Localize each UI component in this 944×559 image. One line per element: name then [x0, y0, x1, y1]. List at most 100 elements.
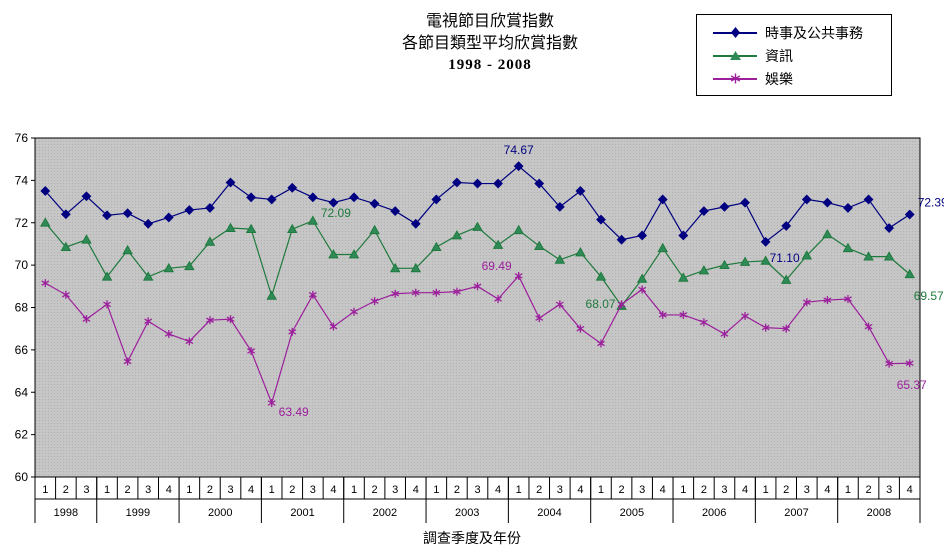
x-axis-year-label: 1998: [54, 507, 78, 519]
data-point-marker: [142, 271, 154, 281]
data-point-marker: [472, 178, 483, 189]
data-value-label: 72.39: [918, 195, 944, 209]
data-point-marker: [513, 161, 524, 172]
data-point-marker: [513, 224, 524, 235]
y-axis-tick-label: 70: [15, 258, 29, 272]
x-axis-quarter-label: 3: [721, 484, 727, 496]
data-point-marker: [575, 246, 586, 257]
x-axis-quarter-label: 2: [125, 484, 131, 496]
data-point-marker: [163, 262, 175, 273]
y-axis-tick-label: 68: [15, 301, 29, 315]
chart-title-year-range: 1998 - 2008: [448, 57, 532, 73]
x-axis-quarter-label: 3: [886, 484, 892, 496]
data-point-marker: [616, 234, 627, 245]
x-axis-quarter-label: 1: [845, 484, 851, 496]
data-point-marker: [575, 186, 586, 196]
data-value-label: 68.07: [586, 297, 616, 311]
data-point-marker: [245, 223, 257, 234]
data-point-marker: [410, 218, 421, 229]
data-point-marker: [885, 359, 894, 368]
chart-legend: 時事及公共事務 資訊 娛樂: [696, 14, 892, 96]
x-axis-quarter-label: 3: [392, 484, 398, 496]
legend-label-information: 資訊: [765, 48, 793, 65]
legend-marker-asterisk-icon: [713, 72, 757, 86]
data-point-marker: [61, 290, 70, 299]
data-point-marker: [658, 310, 667, 319]
data-point-marker: [780, 274, 792, 284]
x-axis-quarter-label: 1: [42, 484, 48, 496]
x-axis-year-label: 2002: [373, 507, 397, 519]
legend-marker-triangle-icon: [713, 49, 757, 63]
data-point-marker: [103, 300, 111, 309]
data-point-marker: [494, 295, 503, 304]
data-point-marker: [225, 222, 236, 232]
x-axis-quarter-label: 3: [639, 484, 645, 496]
x-axis-quarter-label: 3: [474, 484, 480, 496]
data-point-marker: [184, 205, 195, 215]
legend-item-information[interactable]: 資訊: [697, 44, 891, 67]
data-point-marker: [801, 194, 812, 205]
x-axis-quarter-label: 4: [413, 484, 419, 496]
x-axis-quarter-label: 1: [186, 484, 192, 496]
data-point-marker: [122, 208, 133, 219]
x-axis-quarter-label: 1: [269, 484, 275, 496]
x-axis-quarter-label: 2: [619, 484, 625, 496]
data-point-marker: [535, 314, 544, 323]
data-point-marker: [431, 241, 442, 252]
x-axis-quarter-label: 3: [83, 484, 89, 496]
data-point-marker: [391, 289, 400, 298]
data-point-marker: [451, 230, 463, 240]
data-value-label: 63.49: [279, 405, 309, 419]
data-point-marker: [432, 288, 441, 297]
data-point-marker: [163, 212, 174, 223]
legend-label-entertainment: 娛樂: [765, 71, 793, 88]
data-point-marker: [514, 271, 523, 280]
data-point-marker: [370, 297, 379, 306]
data-point-marker: [596, 214, 606, 225]
data-point-marker: [760, 236, 771, 247]
data-point-marker: [287, 223, 298, 234]
data-point-marker: [60, 241, 72, 252]
data-point-marker: [144, 317, 153, 326]
data-point-marker: [225, 177, 236, 188]
data-point-marker: [636, 273, 648, 283]
legend-item-entertainment[interactable]: 娛樂: [697, 67, 891, 90]
data-point-marker: [842, 242, 854, 253]
chart-title-line-1: 電視節目欣賞指數: [425, 11, 554, 30]
x-axis-quarter-label: 4: [166, 484, 172, 496]
data-point-marker: [822, 197, 833, 208]
data-point-marker: [369, 198, 380, 209]
data-point-marker: [102, 210, 112, 221]
data-point-marker: [60, 209, 71, 220]
data-value-label: 71.10: [770, 251, 800, 265]
data-point-marker: [267, 399, 276, 408]
data-point-marker: [349, 192, 359, 203]
x-axis-quarter-label: 2: [865, 484, 871, 496]
x-axis-quarter-label: 1: [433, 484, 439, 496]
data-point-marker: [617, 300, 626, 309]
x-axis-quarter-label: 4: [742, 484, 748, 496]
data-point-marker: [40, 217, 51, 227]
data-point-marker: [247, 346, 256, 355]
data-value-label: 69.57: [914, 289, 944, 303]
y-axis-tick-label: 74: [15, 173, 29, 187]
x-axis-year-label: 2000: [208, 507, 232, 519]
legend-item-current-affairs[interactable]: 時事及公共事務: [697, 21, 891, 44]
data-point-marker: [740, 197, 750, 208]
data-value-label: 69.49: [482, 259, 512, 273]
data-point-marker: [554, 201, 565, 212]
x-axis-year-label: 2006: [702, 507, 726, 519]
data-point-marker: [492, 239, 504, 249]
data-point-marker: [101, 271, 113, 281]
data-point-marker: [781, 221, 792, 231]
data-point-marker: [307, 215, 319, 225]
x-axis-quarter-label: 3: [227, 484, 233, 496]
data-point-marker: [863, 251, 874, 261]
x-axis-quarter-label: 4: [907, 484, 913, 496]
data-point-marker: [823, 296, 832, 305]
data-point-marker: [534, 178, 545, 189]
data-point-marker: [782, 324, 791, 333]
x-axis-quarter-label: 2: [536, 484, 542, 496]
